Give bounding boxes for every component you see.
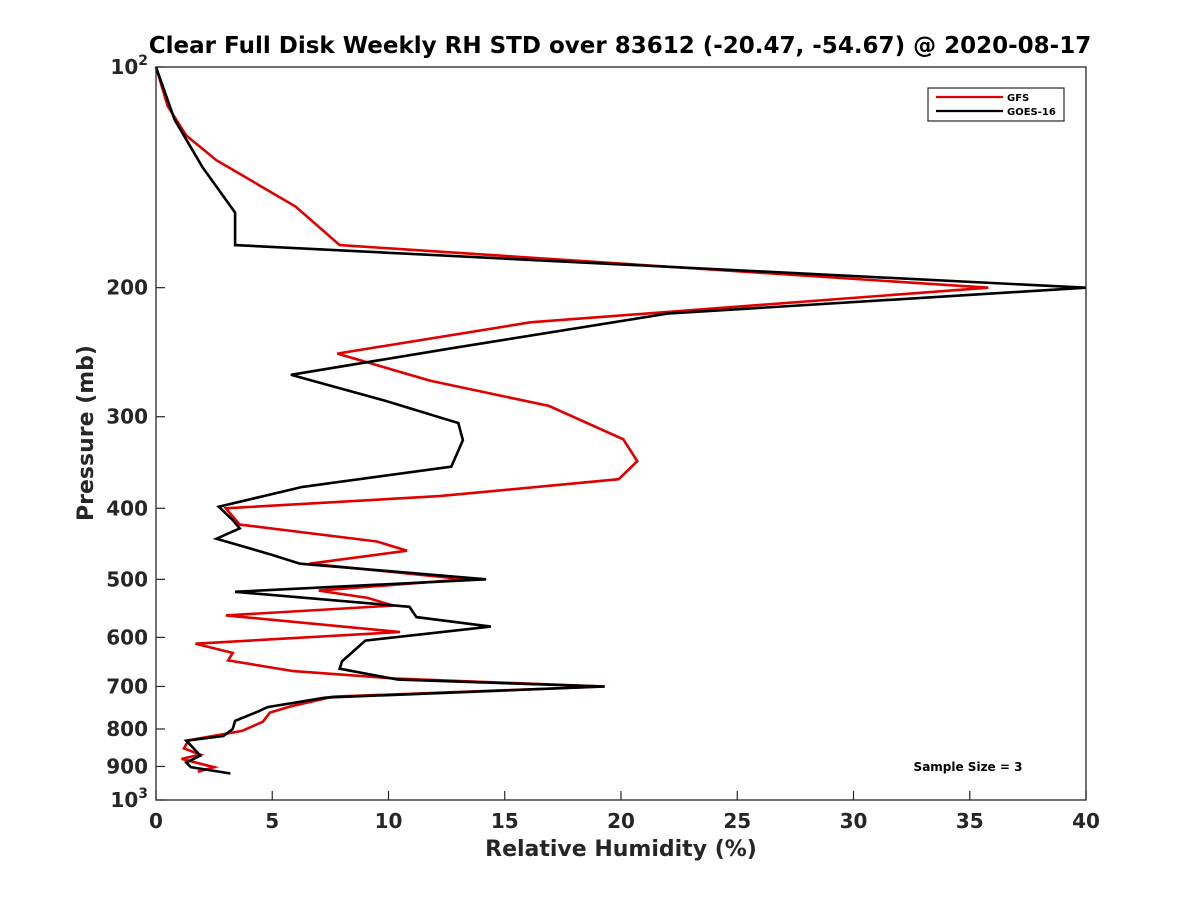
x-tick-label: 40 [1072, 809, 1100, 833]
x-tick-label: 10 [375, 809, 403, 833]
x-tick-label: 0 [149, 809, 163, 833]
y-tick-label: 400 [106, 496, 148, 520]
legend-label-gfs: GFS [1007, 93, 1029, 104]
y-tick-label: 103 [110, 786, 148, 812]
y-tick-label: 300 [106, 405, 148, 429]
y-tick-label: 700 [106, 674, 148, 698]
legend-label-goes16: GOES-16 [1007, 107, 1056, 118]
y-tick-label: 200 [106, 276, 148, 300]
y-axis: 102 200 300 400 500 600 700 800 900 103 [106, 53, 165, 812]
y-tick-label: 500 [106, 567, 148, 591]
y-tick-label: 900 [106, 754, 148, 778]
series-line-goes16 [154, 66, 1087, 775]
x-tick-label: 35 [956, 809, 984, 833]
legend-box [927, 87, 1065, 122]
x-axis-label: Relative Humidity (%) [485, 837, 757, 862]
chart-title: Clear Full Disk Weekly RH STD over 83612… [149, 33, 1091, 59]
x-tick-label: 5 [265, 809, 279, 833]
y-tick-label: 800 [106, 717, 148, 741]
y-tick-label: 600 [106, 625, 148, 649]
x-tick-label: 15 [491, 809, 519, 833]
x-tick-label: 30 [840, 809, 868, 833]
y-tick-label: 102 [110, 53, 148, 79]
series-line-gfs [154, 66, 989, 773]
x-tick-label: 20 [607, 809, 635, 833]
series-layer [154, 66, 1087, 775]
sample-size-annotation: Sample Size = 3 [914, 760, 1023, 774]
legend: GFS GOES-16 [927, 87, 1065, 122]
y-axis-label: Pressure (mb) [74, 345, 99, 521]
x-axis: 0 5 10 15 20 25 30 35 40 [149, 791, 1100, 833]
x-tick-label: 25 [723, 809, 751, 833]
